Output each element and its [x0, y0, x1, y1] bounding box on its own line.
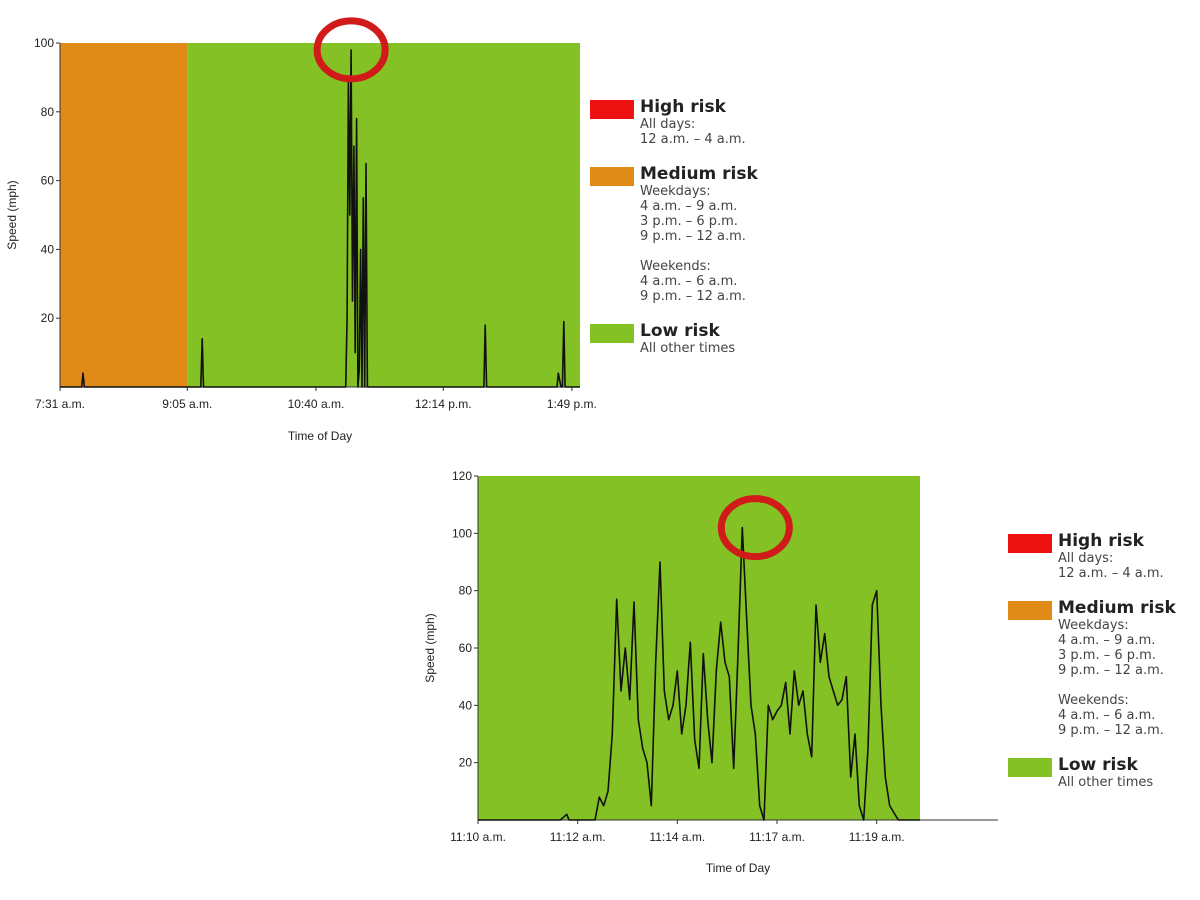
legend-item-high: High risk All days: 12 a.m. – 4 a.m.	[1008, 532, 1198, 581]
legend-item-medium: Medium risk Weekdays: 4 a.m. – 9 a.m. 3 …	[590, 165, 830, 304]
speed-line	[60, 49, 580, 388]
x-tick-label: 11:10 a.m.	[450, 830, 506, 844]
y-tick-label: 20	[41, 311, 55, 325]
y-tick-label: 120	[452, 469, 472, 483]
legend-title-medium: Medium risk	[1058, 598, 1176, 618]
y-axis-label: Speed (mph)	[423, 613, 437, 682]
legend-title-medium: Medium risk	[640, 164, 758, 184]
legend-swatch-high	[590, 100, 634, 119]
peak-annotation-circle	[717, 495, 793, 561]
x-axis-label: Time of Day	[288, 429, 352, 443]
x-axis-label: Time of Day	[706, 861, 770, 875]
y-tick-label: 40	[41, 242, 55, 256]
legend-swatch-medium	[590, 167, 634, 186]
x-tick-label: 9:05 a.m.	[162, 397, 212, 411]
y-axis-label: Speed (mph)	[5, 180, 19, 249]
legend-item-medium: Medium risk Weekdays: 4 a.m. – 9 a.m. 3 …	[1008, 599, 1198, 738]
risk-band-low	[187, 43, 580, 387]
x-tick-label: 11:12 a.m.	[550, 830, 606, 844]
legend-desc-high: All days: 12 a.m. – 4 a.m.	[1058, 551, 1164, 581]
x-tick-label: 10:40 a.m.	[288, 397, 345, 411]
y-tick-label: 80	[459, 584, 473, 598]
legend-title-low: Low risk	[640, 321, 720, 341]
y-tick-label: 80	[41, 105, 55, 119]
legend-item-high: High risk All days: 12 a.m. – 4 a.m.	[590, 98, 830, 147]
x-tick-label: 11:14 a.m.	[649, 830, 705, 844]
legend-swatch-low	[590, 324, 634, 343]
legend-swatch-medium	[1008, 601, 1052, 620]
x-tick-label: 7:31 a.m.	[35, 397, 85, 411]
speed-line	[478, 526, 920, 821]
x-tick-label: 1:49 p.m.	[547, 397, 597, 411]
legend-title-low: Low risk	[1058, 755, 1138, 775]
legend-top: High risk All days: 12 a.m. – 4 a.m. Med…	[590, 98, 830, 374]
y-tick-label: 60	[459, 641, 473, 655]
chart-top: 20 40 60 80 100 7:31 a.m. 9:05 a.m. 10:40 a.m. 1…	[5, 17, 597, 443]
y-tick-label: 40	[459, 698, 473, 712]
y-tick-label: 100	[34, 36, 54, 50]
risk-band-medium	[60, 43, 188, 387]
x-tick-label: 11:19 a.m.	[849, 830, 905, 844]
legend-title-high: High risk	[1058, 531, 1144, 551]
y-tick-label: 20	[459, 756, 473, 770]
y-tick-label: 60	[41, 174, 55, 188]
legend-desc-medium: Weekdays: 4 a.m. – 9 a.m. 3 p.m. – 6 p.m…	[640, 184, 746, 304]
legend-desc-high: All days: 12 a.m. – 4 a.m.	[640, 117, 746, 147]
y-tick-label: 100	[452, 526, 472, 540]
legend-bottom: High risk All days: 12 a.m. – 4 a.m. Med…	[1008, 532, 1198, 808]
peak-annotation-circle	[313, 17, 389, 83]
legend-desc-low: All other times	[1058, 775, 1154, 790]
x-tick-label: 11:17 a.m.	[749, 830, 805, 844]
chart-bottom: 20 40 60 80 100 120 11:10 a.m. 11:12 a.m. 11:14 …	[423, 469, 998, 875]
legend-swatch-high	[1008, 534, 1052, 553]
legend-swatch-low	[1008, 758, 1052, 777]
legend-item-low: Low risk All other times	[590, 322, 830, 356]
x-tick-label: 12:14 p.m.	[415, 397, 472, 411]
legend-desc-low: All other times	[640, 341, 736, 356]
legend-title-high: High risk	[640, 97, 726, 117]
legend-item-low: Low risk All other times	[1008, 756, 1198, 790]
legend-desc-medium: Weekdays: 4 a.m. – 9 a.m. 3 p.m. – 6 p.m…	[1058, 618, 1164, 738]
